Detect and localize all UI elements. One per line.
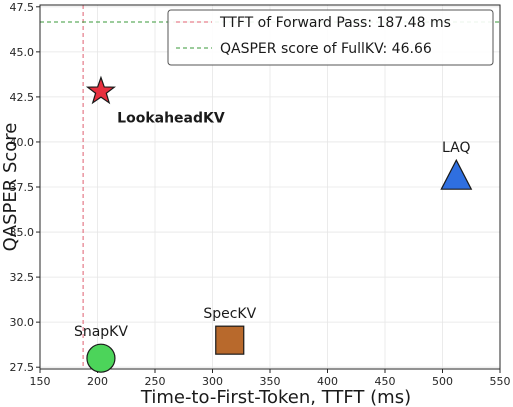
y-tick-label: 35.0 (10, 226, 35, 239)
speckv-marker (215, 325, 245, 355)
x-tick-label: 200 (87, 375, 108, 388)
reference-lines (40, 5, 500, 369)
x-tick-label: 150 (30, 375, 51, 388)
x-tick-label: 450 (375, 375, 396, 388)
laq-marker (440, 158, 473, 190)
y-tick-label: 45.0 (10, 46, 35, 59)
x-tick-label: 400 (317, 375, 338, 388)
legend-label-fullkv: QASPER score of FullKV: 46.66 (220, 41, 432, 57)
x-tick-label: 550 (490, 375, 511, 388)
lookaheadkv-label: LookaheadKV (117, 110, 225, 126)
x-tick-label: 500 (432, 375, 453, 388)
y-tick-label: 42.5 (10, 91, 35, 104)
x-tick-label: 300 (202, 375, 223, 388)
lookaheadkv-marker (85, 75, 116, 105)
y-tick-label: 32.5 (10, 271, 35, 284)
y-axis-ticks: 27.5 30.0 32.5 35.0 37.5 40.0 42.5 45.0 47.5 (10, 1, 40, 374)
x-axis-title: Time-to-First-Token, TTFT (ms) (140, 387, 411, 407)
x-axis-ticks: 150 200 250 300 350 400 450 500 550 (30, 369, 511, 388)
y-tick-label: 47.5 (10, 1, 35, 14)
legend-box (167, 9, 494, 66)
y-tick-label: 27.5 (10, 361, 35, 374)
y-tick-label: 30.0 (10, 316, 35, 329)
y-tick-label: 40.0 (10, 136, 35, 149)
x-tick-label: 350 (260, 375, 281, 388)
laq-label: LAQ (442, 140, 470, 156)
legend-label-forward-pass: TTFT of Forward Pass: 187.48 ms (219, 15, 451, 31)
snapkv-label: SnapKV (74, 324, 128, 340)
y-axis-title: QASPER Score (0, 123, 21, 252)
legend: TTFT of Forward Pass: 187.48 ms QASPER s… (167, 9, 494, 66)
speckv-label: SpecKV (203, 306, 256, 322)
point-labels: LookaheadKV LAQ SpecKV SnapKV (74, 110, 471, 340)
data-markers (85, 75, 473, 373)
snapkv-marker (86, 343, 116, 373)
x-tick-label: 250 (145, 375, 166, 388)
y-tick-label: 37.5 (10, 181, 35, 194)
